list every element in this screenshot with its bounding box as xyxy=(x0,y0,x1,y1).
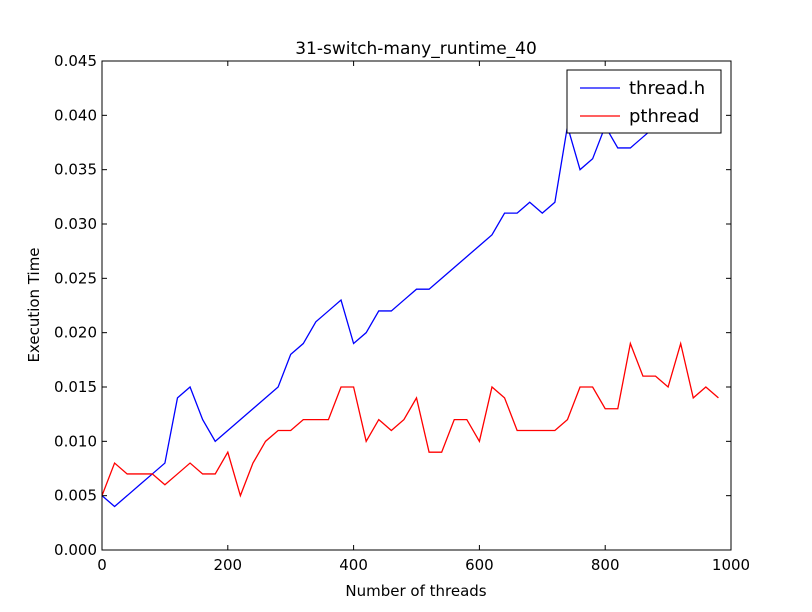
y-tick-label: 0.020 xyxy=(54,324,97,342)
plot-area xyxy=(101,103,719,508)
chart-title: 31-switch-many_runtime_40 xyxy=(295,39,537,59)
y-tick-label: 0.025 xyxy=(54,269,97,287)
y-axis-label: Execution Time xyxy=(25,247,43,362)
series-line-pthread xyxy=(101,340,719,498)
legend-label: pthread xyxy=(629,106,699,127)
x-tick-label: 800 xyxy=(591,556,620,574)
plot-frame xyxy=(101,60,732,551)
x-tick-label: 600 xyxy=(465,556,494,574)
legend: thread.h pthread xyxy=(566,69,722,134)
x-tick-label: 0 xyxy=(97,556,107,574)
legend-box xyxy=(566,69,722,134)
legend-label: thread.h xyxy=(629,78,705,99)
y-tick-label: 0.030 xyxy=(54,215,97,233)
x-tick-label: 400 xyxy=(339,556,368,574)
y-tick-label: 0.010 xyxy=(54,432,97,450)
y-axis: 0.000 0.005 0.010 0.015 0.020 0.025 0.030 0.035… xyxy=(54,52,731,559)
y-tick-label: 0.000 xyxy=(54,541,97,559)
x-tick-label: 1000 xyxy=(712,556,750,574)
y-tick-label: 0.035 xyxy=(54,161,97,179)
x-axis-label: Number of threads xyxy=(345,582,486,600)
y-tick-label: 0.015 xyxy=(54,378,97,396)
y-tick-label: 0.045 xyxy=(54,52,97,70)
series-line-thread-h xyxy=(101,103,719,508)
x-axis: 0 200 400 600 800 1000 xyxy=(97,61,750,574)
x-tick-label: 200 xyxy=(213,556,242,574)
y-tick-label: 0.040 xyxy=(54,106,97,124)
y-tick-label: 0.005 xyxy=(54,487,97,505)
